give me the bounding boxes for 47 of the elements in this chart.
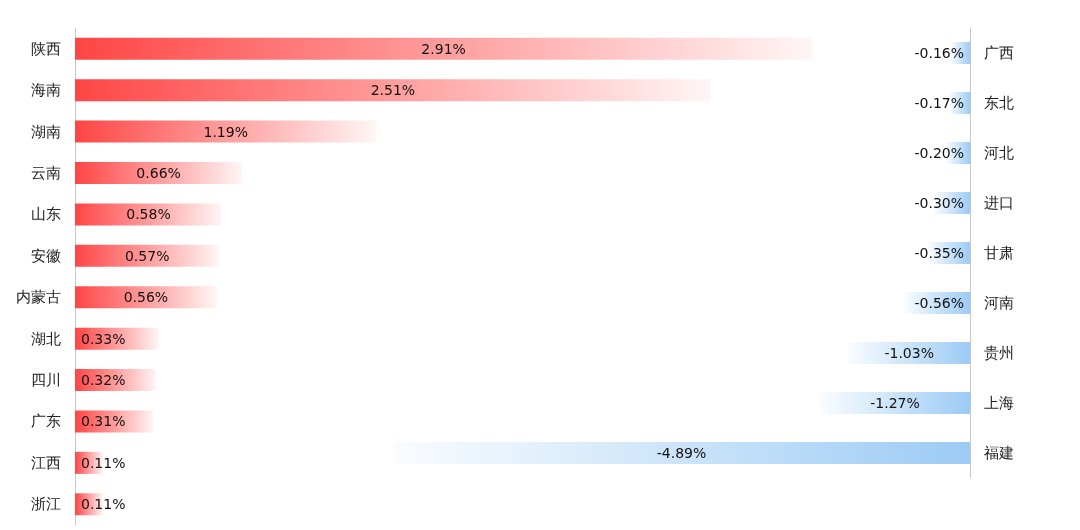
y-tick-label: 东北 — [984, 94, 1014, 112]
data-label: -1.27% — [870, 395, 920, 411]
y-tick-label: 河南 — [984, 294, 1014, 312]
y-tick-label: 山东 — [31, 205, 61, 224]
y-tick-label: 福建 — [984, 444, 1014, 462]
data-label: 1.19% — [203, 123, 248, 140]
y-tick-label: 江西 — [31, 453, 61, 472]
data-label: -0.16% — [914, 45, 964, 61]
data-label: 0.33% — [81, 330, 126, 347]
y-tick-label: 贵州 — [984, 344, 1014, 362]
bar — [75, 120, 377, 143]
data-label: 2.51% — [370, 82, 416, 99]
y-tick-label: 河北 — [984, 144, 1014, 162]
y-tick-label: 湖南 — [31, 122, 61, 141]
data-label: 0.66% — [136, 164, 181, 181]
y-tick-label: 上海 — [984, 394, 1014, 412]
y-tick-label: 云南 — [31, 163, 61, 182]
y-tick-label: 广西 — [984, 44, 1014, 62]
bar — [75, 244, 220, 267]
data-label: 0.31% — [81, 413, 126, 430]
y-tick-label: 安徽 — [31, 246, 61, 265]
y-tick-label: 湖北 — [31, 329, 61, 348]
data-label: -0.35% — [914, 245, 964, 261]
y-tick-label: 广东 — [31, 412, 61, 431]
y-tick-label: 四川 — [31, 371, 61, 390]
bar — [75, 161, 243, 184]
data-label: 0.57% — [124, 247, 170, 264]
y-tick-label: 甘肃 — [984, 244, 1014, 262]
bar — [75, 37, 813, 60]
bar — [75, 286, 217, 309]
y-tick-label: 陕西 — [31, 39, 61, 58]
data-label: 0.56% — [123, 289, 169, 306]
data-label: -0.30% — [914, 195, 964, 211]
y-tick-label: 海南 — [31, 81, 61, 100]
data-label: -0.20% — [914, 145, 964, 161]
data-label: -4.89% — [656, 445, 707, 461]
data-label: -1.03% — [884, 345, 934, 361]
y-tick-label: 进口 — [984, 194, 1014, 212]
y-tick-label: 内蒙古 — [16, 288, 61, 307]
y-tick-label: 浙江 — [31, 495, 61, 514]
bar — [75, 79, 711, 102]
data-label: 0.58% — [126, 206, 171, 223]
data-label: 2.91% — [421, 40, 466, 57]
data-label: -0.56% — [914, 295, 964, 311]
bar — [75, 203, 222, 226]
data-label: 0.32% — [81, 372, 126, 389]
data-label: -0.17% — [914, 95, 964, 111]
